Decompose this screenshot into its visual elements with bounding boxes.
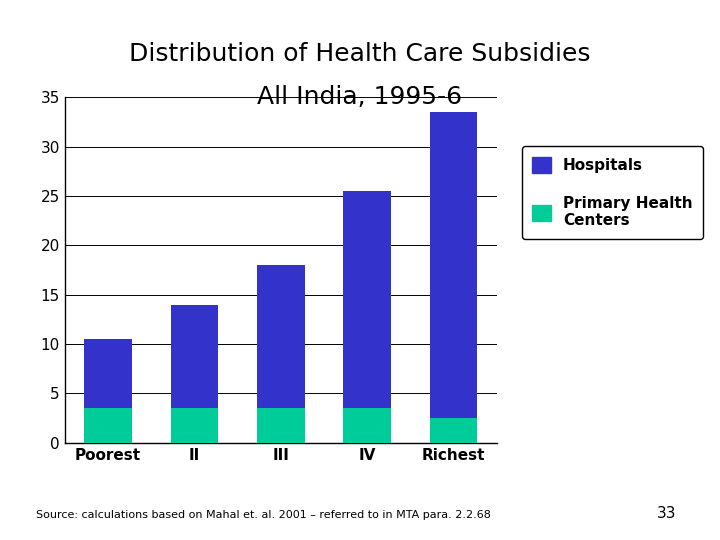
Bar <box>84 339 132 408</box>
Bar <box>171 408 218 443</box>
Bar <box>430 112 477 418</box>
Bar <box>257 265 305 408</box>
Bar <box>84 408 132 443</box>
Bar <box>171 305 218 408</box>
Bar <box>343 191 391 408</box>
Bar <box>430 418 477 443</box>
Text: Source: calculations based on Mahal et. al. 2001 – referred to in MTA para. 2.2.: Source: calculations based on Mahal et. … <box>36 510 491 521</box>
Bar <box>343 408 391 443</box>
Bar <box>257 408 305 443</box>
Text: Distribution of Health Care Subsidies: Distribution of Health Care Subsidies <box>130 42 590 66</box>
Text: All India, 1995-6: All India, 1995-6 <box>258 85 462 109</box>
Text: 33: 33 <box>657 507 677 522</box>
Legend: Hospitals, Primary Health
Centers: Hospitals, Primary Health Centers <box>522 146 703 239</box>
